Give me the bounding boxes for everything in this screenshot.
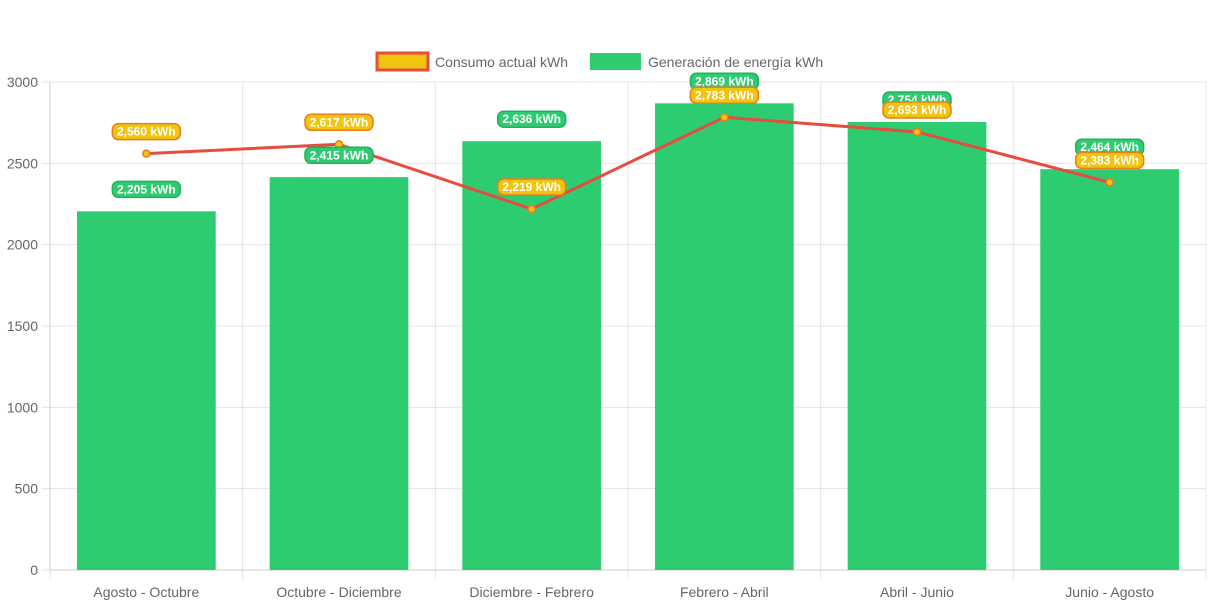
generation-data-label-text: 2,205 kWh	[117, 182, 176, 196]
y-tick-label: 1500	[7, 318, 38, 334]
consumption-data-label-text: 2,783 kWh	[695, 88, 754, 102]
consumption-data-label: 2,617 kWh	[304, 113, 374, 132]
x-tick-label: Octubre - Diciembre	[276, 584, 401, 600]
generation-data-label-bg	[496, 110, 567, 128]
consumption-point[interactable]	[527, 204, 536, 214]
legend: Consumo actual kWh Generación de energía…	[375, 51, 823, 72]
legend-label-consumption[interactable]: Consumo actual kWh	[435, 54, 568, 70]
generation-data-label: 2,205 kWh	[111, 180, 182, 199]
line-layer	[142, 113, 1114, 214]
bar-generation[interactable]	[1040, 169, 1180, 570]
generation-data-label-bg	[304, 146, 374, 165]
bars-layer	[76, 103, 1180, 571]
x-tick-label: Agosto - Octubre	[93, 584, 199, 600]
generation-data-label: 2,869 kWh	[689, 72, 760, 91]
consumption-data-label: 2,560 kWh	[111, 122, 182, 141]
consumption-data-label-text: 2,693 kWh	[888, 103, 947, 117]
generation-data-label-text: 2,415 kWh	[310, 148, 369, 162]
x-tick-label: Abril - Junio	[880, 584, 954, 600]
consumption-point[interactable]	[912, 127, 922, 137]
y-tick-label: 3000	[7, 74, 38, 90]
consumption-point[interactable]	[142, 149, 151, 158]
generation-data-label: 2,636 kWh	[496, 110, 567, 128]
grid-layer	[42, 81, 1207, 579]
bar-generation[interactable]	[847, 122, 987, 571]
legend-label-generation[interactable]: Generación de energía kWh	[648, 54, 823, 70]
consumption-data-label-text: 2,383 kWh	[1080, 153, 1139, 167]
y-tick-label: 0	[30, 562, 38, 578]
y-tick-label: 500	[15, 481, 39, 497]
generation-data-label-text: 2,636 kWh	[502, 112, 561, 126]
consumption-data-label-text: 2,219 kWh	[502, 180, 561, 194]
consumption-point[interactable]	[720, 113, 729, 122]
consumption-point[interactable]	[1105, 178, 1114, 187]
generation-data-label-text: 2,869 kWh	[695, 74, 754, 88]
consumption-data-label-text: 2,617 kWh	[310, 115, 369, 129]
generation-data-label: 2,415 kWh	[304, 146, 374, 165]
y-tick-label: 2000	[7, 237, 38, 253]
consumption-data-label-bg	[111, 122, 182, 141]
consumption-data-label: 2,383 kWh	[1074, 151, 1145, 170]
consumption-data-label: 2,783 kWh	[689, 86, 760, 105]
generation-data-label: 2,464 kWh	[1074, 138, 1145, 156]
consumption-data-label: 2,693 kWh	[882, 101, 952, 119]
consumption-line	[146, 115, 1111, 211]
axis-layer: 0 500 1000 1500 2000 2500 3000 Agosto - Octubre…	[7, 74, 1206, 600]
legend-swatch-consumption[interactable]	[375, 51, 430, 72]
bar-generation[interactable]	[76, 211, 216, 570]
consumption-data-label-bg	[689, 86, 760, 105]
consumption-data-label-bg	[882, 101, 952, 119]
consumption-data-label-bg	[496, 178, 567, 196]
x-tick-label: Junio - Agosto	[1065, 584, 1154, 600]
generation-data-label-text: 2,464 kWh	[1080, 140, 1139, 154]
generation-data-label-bg	[111, 180, 182, 199]
bar-generation[interactable]	[654, 103, 794, 571]
consumption-data-label-text: 2,560 kWh	[117, 125, 176, 139]
bar-generation[interactable]	[269, 177, 409, 570]
x-tick-label: Diciembre - Febrero	[469, 584, 594, 600]
consumption-data-label-bg	[1074, 151, 1145, 170]
consumption-data-label-bg	[304, 113, 374, 132]
y-tick-label: 2500	[7, 155, 38, 171]
y-tick-label: 1000	[7, 399, 38, 415]
x-tick-label: Febrero - Abril	[680, 584, 769, 600]
consumption-data-label: 2,219 kWh	[496, 178, 567, 196]
legend-swatch-generation[interactable]	[590, 53, 641, 70]
